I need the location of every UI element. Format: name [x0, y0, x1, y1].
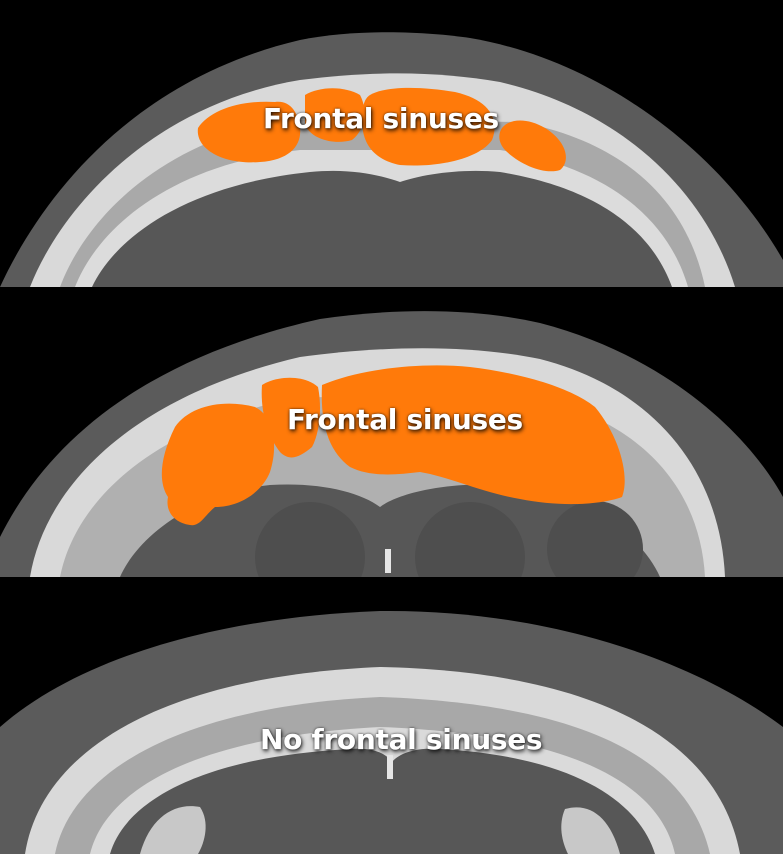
ct-slice-panel-1: Frontal sinuses: [0, 0, 783, 287]
ct-slice-image-3: [0, 577, 783, 854]
ct-slice-image-2: [0, 287, 783, 577]
frontal-sinus-highlight: [261, 377, 320, 458]
sinus-label: Frontal sinuses: [263, 102, 499, 135]
frontal-sinus-highlight: [362, 87, 495, 166]
frontal-sinus-highlight: [197, 101, 301, 163]
sinus-label: No frontal sinuses: [260, 723, 543, 756]
frontal-sinus-highlight: [499, 120, 566, 172]
frontal-sinus-highlight: [161, 403, 275, 526]
sinus-label: Frontal sinuses: [287, 403, 523, 436]
ct-slice-image-1: [0, 0, 783, 287]
frontal-sinus-highlight: [321, 365, 625, 505]
frontal-sinus-highlight: [305, 88, 365, 142]
ct-slice-panel-2: Frontal sinuses: [0, 287, 783, 577]
ct-slice-panel-3: No frontal sinuses: [0, 577, 783, 854]
